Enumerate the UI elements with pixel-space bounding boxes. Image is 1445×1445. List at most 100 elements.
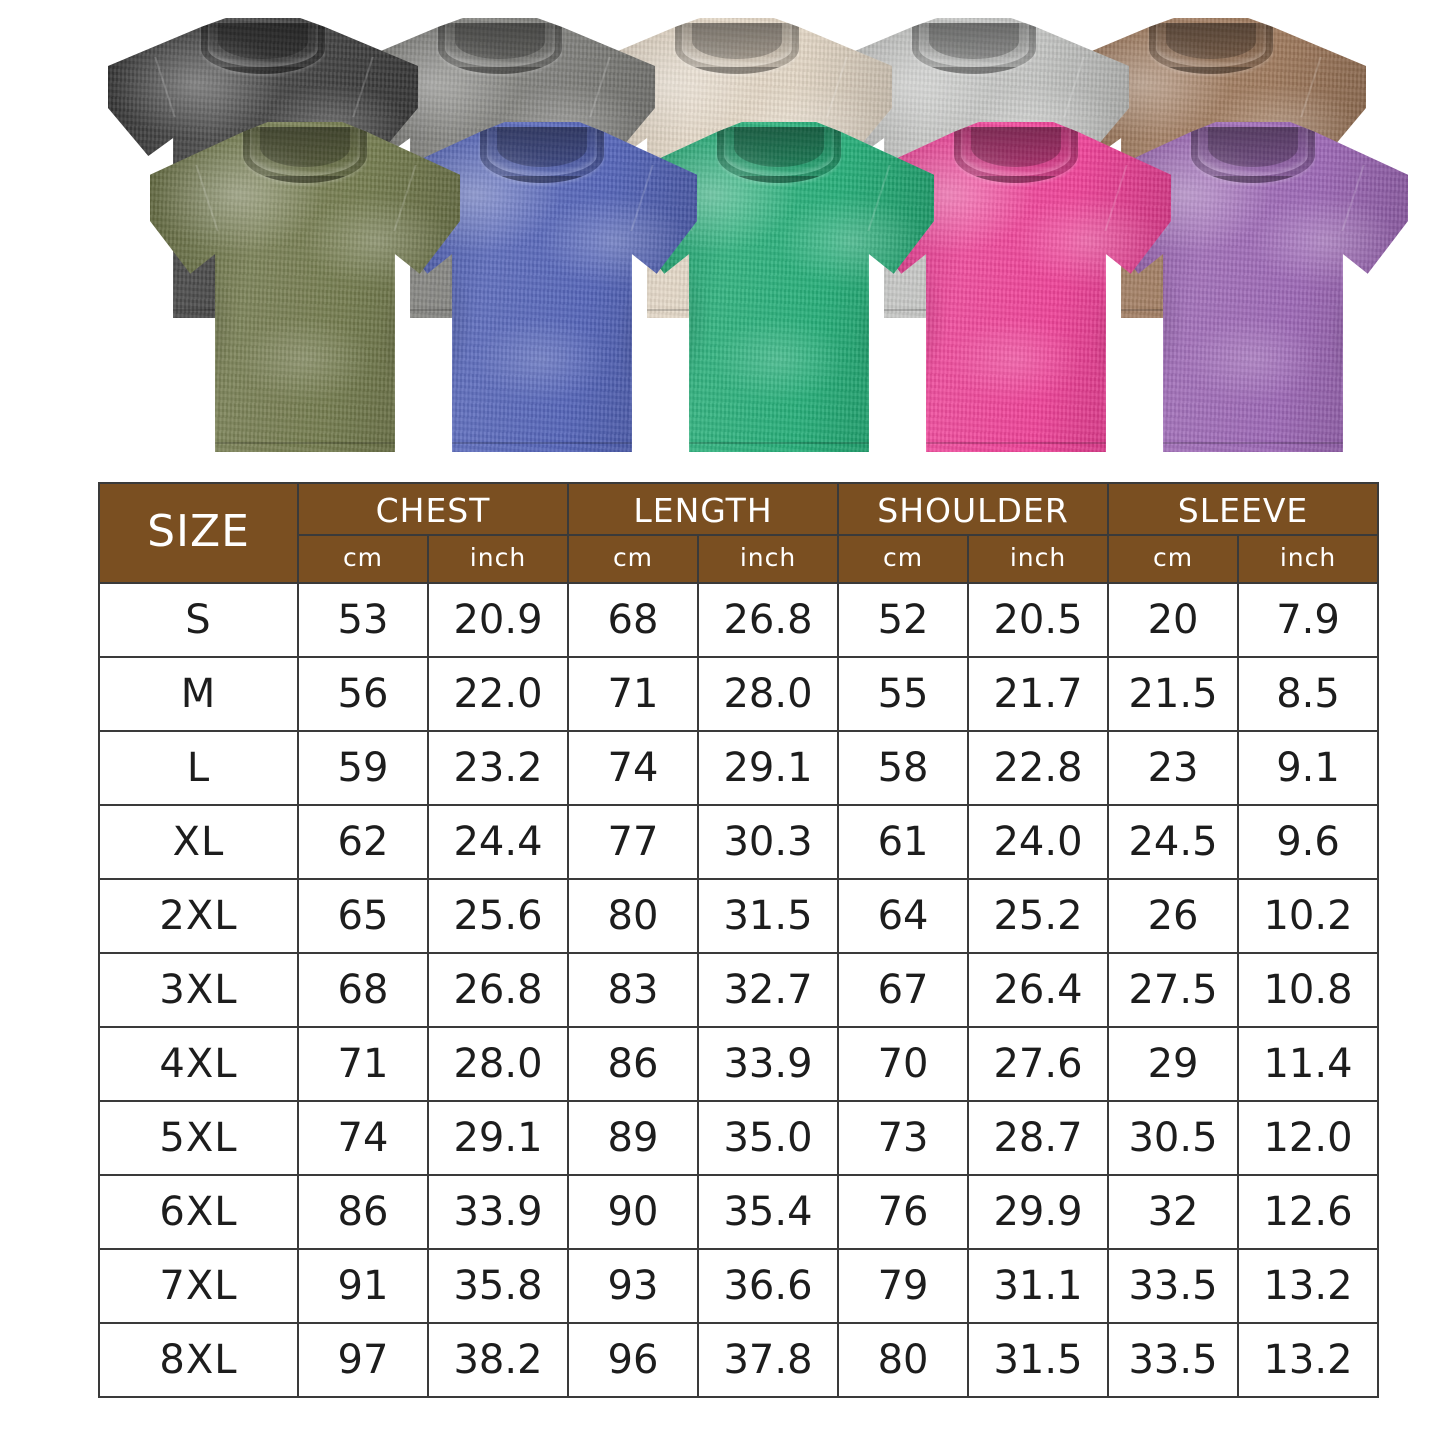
table-header-group-row: SIZE CHEST LENGTH SHOULDER SLEEVE	[98, 482, 1380, 584]
tshirt-collar	[1149, 22, 1273, 74]
cell-sleeve_cm: 33.5	[1107, 1322, 1240, 1398]
column-header-shoulder: SHOULDER	[837, 482, 1110, 536]
unit-header-sleeve-cm: cm	[1107, 534, 1240, 584]
cell-sleeve_in: 9.1	[1237, 730, 1380, 806]
size-cell-s: S	[98, 582, 299, 658]
table-row: 8XL 97 38.2 96 37.8 80 31.5 33.5 13.2	[98, 1322, 1380, 1398]
cell-shoulder_in: 31.1	[967, 1248, 1110, 1324]
tshirt-hem	[215, 441, 395, 444]
tshirt-collar	[201, 22, 325, 74]
cell-chest_in: 25.6	[427, 878, 569, 954]
cell-length_in: 36.6	[696, 1248, 840, 1324]
cell-chest_in: 23.2	[427, 730, 569, 806]
cell-chest_cm: 86	[297, 1174, 429, 1250]
tshirt-collar	[717, 126, 841, 184]
cell-length_cm: 90	[567, 1174, 699, 1250]
cell-sleeve_cm: 23	[1107, 730, 1240, 806]
shoulder-seam-right	[321, 57, 374, 117]
cell-sleeve_cm: 20	[1107, 582, 1240, 658]
cell-length_in: 28.0	[696, 656, 840, 732]
table-row: XL 62 24.4 77 30.3 61 24.0 24.5 9.6	[98, 804, 1380, 880]
cell-length_cm: 80	[567, 878, 699, 954]
cell-length_in: 31.5	[696, 878, 840, 954]
cell-chest_cm: 74	[297, 1100, 429, 1176]
cell-shoulder_in: 24.0	[967, 804, 1110, 880]
size-cell-xl: XL	[98, 804, 299, 880]
table-body: S 53 20.9 68 26.8 52 20.5 20 7.9 M 56 22.0 71 28.0 55 2…	[98, 582, 1380, 1398]
cell-chest_cm: 56	[297, 656, 429, 732]
cell-chest_cm: 53	[297, 582, 429, 658]
cell-sleeve_in: 8.5	[1237, 656, 1380, 732]
column-header-sleeve: SLEEVE	[1107, 482, 1380, 536]
product-gallery	[0, 0, 1445, 465]
unit-header-length-cm: cm	[567, 534, 699, 584]
cell-shoulder_cm: 79	[837, 1248, 970, 1324]
table-row: 6XL 86 33.9 90 35.4 76 29.9 32 12.6	[98, 1174, 1380, 1250]
size-cell-m: M	[98, 656, 299, 732]
cell-length_in: 26.8	[696, 582, 840, 658]
unit-header-chest-cm: cm	[297, 534, 429, 584]
cell-sleeve_in: 12.6	[1237, 1174, 1380, 1250]
cell-sleeve_in: 10.2	[1237, 878, 1380, 954]
cell-length_cm: 96	[567, 1322, 699, 1398]
cell-sleeve_in: 13.2	[1237, 1322, 1380, 1398]
table-row: 7XL 91 35.8 93 36.6 79 31.1 33.5 13.2	[98, 1248, 1380, 1324]
size-cell-6xl: 6XL	[98, 1174, 299, 1250]
table-row: 5XL 74 29.1 89 35.0 73 28.7 30.5 12.0	[98, 1100, 1380, 1176]
cell-length_cm: 68	[567, 582, 699, 658]
cell-shoulder_in: 27.6	[967, 1026, 1110, 1102]
cell-shoulder_in: 26.4	[967, 952, 1110, 1028]
table-header-unit-row: cm inch cm inch cm inch cm inch	[99, 534, 1380, 584]
unit-header-length-inch: inch	[696, 534, 840, 584]
cell-sleeve_cm: 27.5	[1107, 952, 1240, 1028]
cell-shoulder_cm: 76	[837, 1174, 970, 1250]
column-header-size: SIZE	[98, 482, 299, 584]
cell-length_cm: 74	[567, 730, 699, 806]
cell-shoulder_in: 21.7	[967, 656, 1110, 732]
cell-length_in: 33.9	[696, 1026, 840, 1102]
column-header-chest: CHEST	[297, 482, 569, 536]
shoulder-seam-right	[836, 164, 891, 231]
tshirt-collar	[675, 22, 799, 74]
shoulder-seam-right	[1032, 57, 1085, 117]
cell-shoulder_cm: 55	[837, 656, 970, 732]
tshirt-body	[150, 122, 460, 452]
cell-chest_cm: 62	[297, 804, 429, 880]
tshirt-hem	[689, 441, 869, 444]
cell-shoulder_cm: 73	[837, 1100, 970, 1176]
size-cell-3xl: 3XL	[98, 952, 299, 1028]
cell-sleeve_in: 10.8	[1237, 952, 1380, 1028]
cell-sleeve_cm: 29	[1107, 1026, 1240, 1102]
cell-length_in: 32.7	[696, 952, 840, 1028]
shoulder-seam-right	[795, 57, 848, 117]
tshirt-army-green	[150, 122, 460, 452]
cell-chest_in: 38.2	[427, 1322, 569, 1398]
cell-shoulder_cm: 80	[837, 1322, 970, 1398]
shoulder-seam-right	[362, 164, 417, 231]
tshirt-hem	[926, 441, 1106, 444]
cell-sleeve_in: 7.9	[1237, 582, 1380, 658]
cell-sleeve_in: 9.6	[1237, 804, 1380, 880]
cell-shoulder_in: 29.9	[967, 1174, 1110, 1250]
shoulder-seam-right	[1073, 164, 1128, 231]
cell-length_in: 29.1	[696, 730, 840, 806]
tshirt-hem	[452, 441, 632, 444]
cell-shoulder_cm: 64	[837, 878, 970, 954]
cell-shoulder_cm: 58	[837, 730, 970, 806]
cell-chest_cm: 68	[297, 952, 429, 1028]
cell-length_cm: 89	[567, 1100, 699, 1176]
tshirt-collar	[243, 126, 367, 184]
cell-sleeve_in: 11.4	[1237, 1026, 1380, 1102]
tshirt-collar	[480, 126, 604, 184]
tshirt-hem	[1163, 441, 1343, 444]
tshirt-collar	[954, 126, 1078, 184]
cell-shoulder_cm: 61	[837, 804, 970, 880]
table-row: S 53 20.9 68 26.8 52 20.5 20 7.9	[98, 582, 1380, 658]
size-cell-4xl: 4XL	[98, 1026, 299, 1102]
cell-length_in: 35.4	[696, 1174, 840, 1250]
cell-shoulder_cm: 52	[837, 582, 970, 658]
cell-length_in: 30.3	[696, 804, 840, 880]
cell-length_in: 35.0	[696, 1100, 840, 1176]
cell-length_cm: 83	[567, 952, 699, 1028]
cell-chest_cm: 91	[297, 1248, 429, 1324]
